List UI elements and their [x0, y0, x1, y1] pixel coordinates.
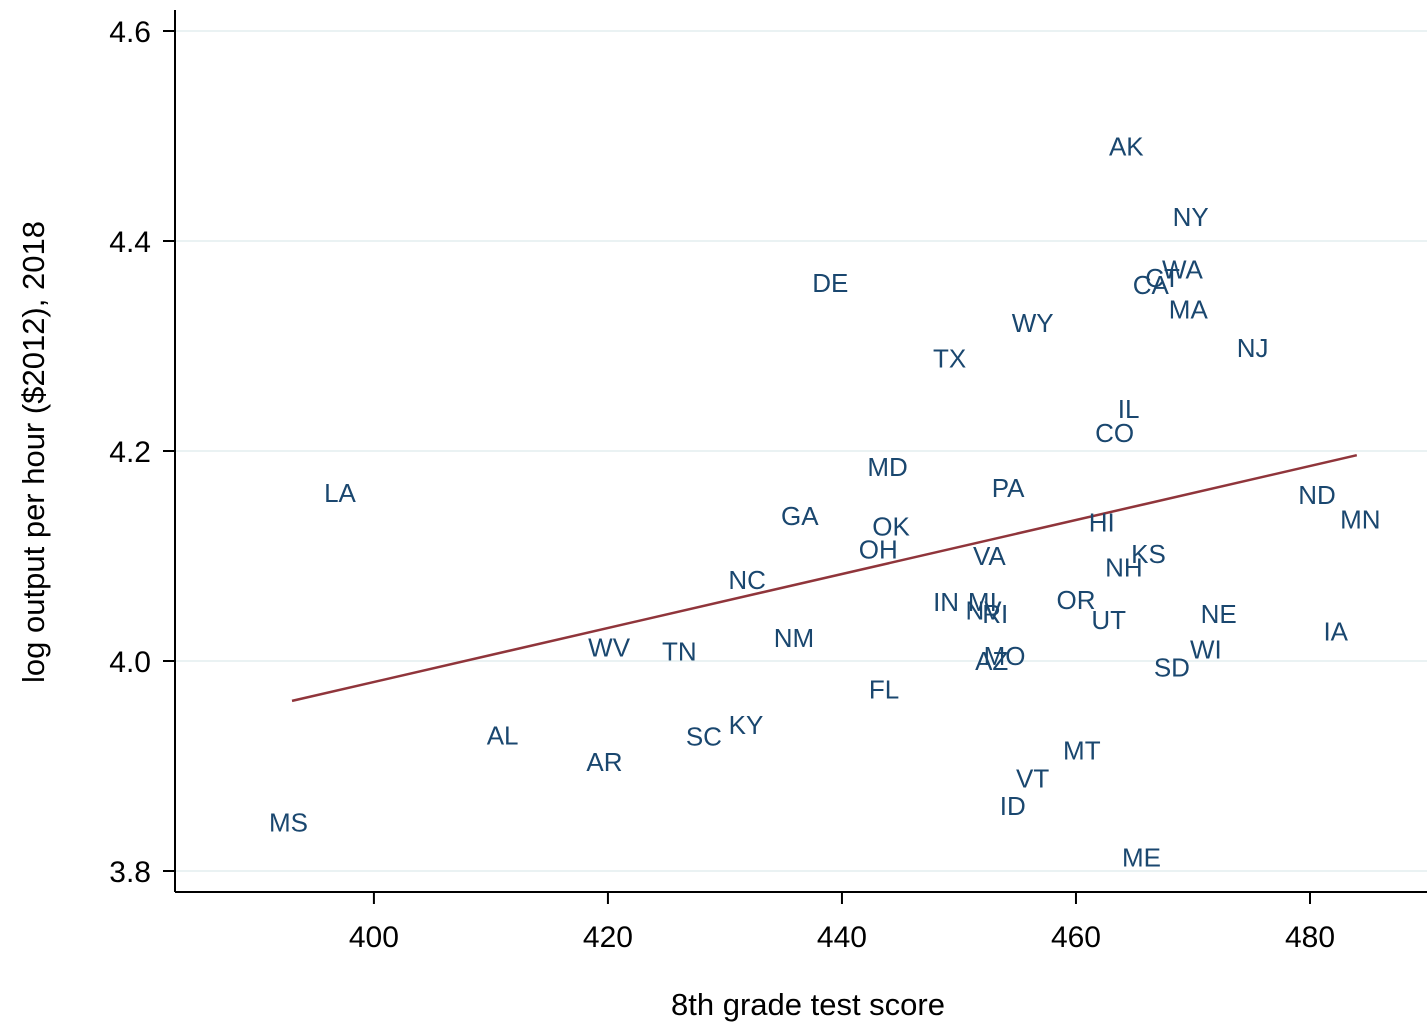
y-tick-label: 4.6 — [109, 16, 151, 49]
point-label-ia: IA — [1323, 617, 1348, 647]
point-label-ok: OK — [872, 512, 910, 542]
point-label-ks: KS — [1131, 539, 1166, 569]
y-tick-label: 4.4 — [109, 226, 151, 259]
point-label-ga: GA — [781, 501, 819, 531]
point-label-sc: SC — [686, 722, 722, 752]
point-label-la: LA — [324, 478, 356, 508]
point-label-nc: NC — [728, 565, 766, 595]
point-label-sd: SD — [1154, 652, 1190, 682]
point-label-wv: WV — [588, 632, 631, 662]
point-label-mi: MI — [968, 587, 997, 617]
point-label-co: CO — [1095, 418, 1134, 448]
point-label-or: OR — [1056, 585, 1095, 615]
point-label-va: VA — [973, 541, 1006, 571]
point-label-il: IL — [1118, 394, 1140, 424]
grid-lines — [175, 30, 1427, 872]
y-ticks: 3.8 4.0 4.2 4.4 4.6 — [109, 16, 175, 889]
point-label-al: AL — [487, 721, 519, 751]
point-label-me: ME — [1122, 842, 1161, 872]
point-label-in: IN — [933, 587, 959, 617]
x-tick-label: 480 — [1285, 921, 1335, 954]
x-axis-label: 8th grade test score — [671, 987, 945, 1022]
point-label-ne: NE — [1201, 599, 1237, 629]
point-label-wi: WI — [1190, 634, 1222, 664]
x-tick-label: 420 — [583, 921, 633, 954]
point-label-ak: AK — [1109, 132, 1144, 162]
point-label-ny: NY — [1173, 202, 1209, 232]
point-label-mt: MT — [1063, 735, 1101, 765]
point-label-nm: NM — [774, 623, 814, 653]
point-label-nh: NH — [1105, 553, 1143, 583]
point-label-ut: UT — [1091, 605, 1126, 635]
point-label-mn: MN — [1340, 504, 1380, 534]
point-label-id: ID — [1000, 791, 1026, 821]
point-label-wy: WY — [1012, 308, 1054, 338]
point-label-ma: MA — [1169, 294, 1209, 324]
point-label-nd: ND — [1298, 480, 1336, 510]
point-label-ky: KY — [729, 710, 764, 740]
x-tick-label: 440 — [817, 921, 867, 954]
y-tick-label: 3.8 — [109, 856, 151, 889]
point-label-tx: TX — [933, 344, 966, 374]
y-tick-label: 4.0 — [109, 646, 151, 679]
point-label-nv: NV — [965, 596, 1002, 626]
x-tick-label: 400 — [349, 921, 399, 954]
point-label-wa: WA — [1162, 254, 1204, 284]
point-label-tn: TN — [662, 637, 697, 667]
point-label-nj: NJ — [1237, 333, 1269, 363]
point-label-ca: CA — [1133, 270, 1170, 300]
point-label-oh: OH — [859, 535, 898, 565]
point-label-de: DE — [812, 268, 848, 298]
point-label-hi: HI — [1089, 507, 1115, 537]
point-label-az: AZ — [975, 646, 1008, 676]
point-label-md: MD — [867, 452, 907, 482]
point-label-vt: VT — [1016, 764, 1049, 794]
x-ticks: 400 420 440 460 480 — [349, 892, 1335, 954]
x-tick-label: 460 — [1051, 921, 1101, 954]
point-label-ri: RI — [982, 599, 1008, 629]
point-label-ct: CT — [1145, 263, 1180, 293]
point-label-fl: FL — [869, 674, 899, 704]
point-label-pa: PA — [992, 473, 1025, 503]
point-label-ar: AR — [586, 747, 622, 777]
point-label-mo: MO — [984, 641, 1026, 671]
fit-line — [291, 453, 1358, 703]
point-label-ms: MS — [269, 808, 308, 838]
y-tick-label: 4.2 — [109, 436, 151, 469]
y-axis-label: log output per hour ($2012), 2018 — [16, 221, 51, 683]
fit-line-layer — [291, 453, 1358, 703]
